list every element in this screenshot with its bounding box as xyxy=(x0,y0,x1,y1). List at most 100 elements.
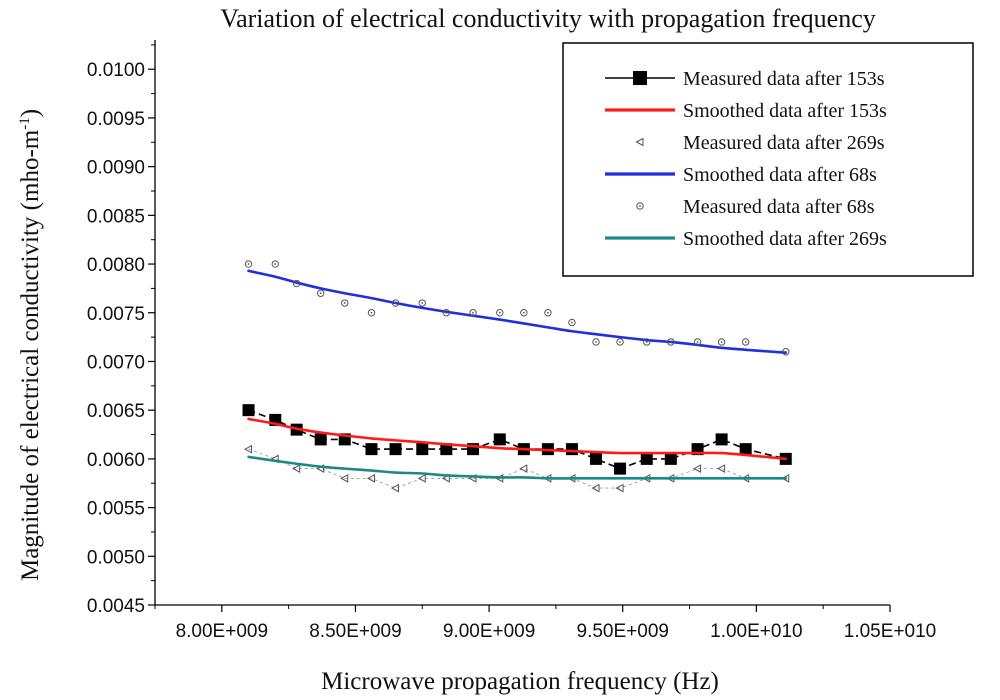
data-point xyxy=(292,279,301,288)
x-axis-label: Microwave propagation frequency (Hz) xyxy=(321,668,719,695)
marker-ring xyxy=(568,318,576,327)
marker-ring xyxy=(496,309,504,317)
axes: 0.0045 0.0050 0.0055 0.0060 0.0065 0.0070 0.00… xyxy=(87,40,936,642)
marker-ring xyxy=(520,309,528,317)
legend-label: Measured data after 153s xyxy=(683,68,885,90)
legend-swatch-marker xyxy=(633,71,647,85)
legend-label: Measured data after 68s xyxy=(683,196,875,218)
legend-label: Smoothed data after 153s xyxy=(683,100,887,122)
x-tick-label: 8.00E+009 xyxy=(176,621,268,642)
marker-ring xyxy=(244,260,253,268)
marker-dot xyxy=(319,292,322,295)
data-point xyxy=(616,338,624,346)
marker-dot xyxy=(744,341,747,343)
y-tick-label: 0.0050 xyxy=(87,547,145,568)
data-point xyxy=(341,299,349,307)
y-axis-label-tail: ) xyxy=(17,109,44,117)
legend-item: Smoothed data after 153s xyxy=(605,100,887,122)
marker-ring xyxy=(469,309,477,317)
data-point xyxy=(317,289,325,297)
y-tick-label: 0.0090 xyxy=(87,158,145,179)
y-axis-label-main: Magnitude of electrical conductivity (mh… xyxy=(17,129,44,581)
y-tick-label: 0.0065 xyxy=(87,401,145,422)
marker-ring xyxy=(341,299,349,307)
marker-ring xyxy=(317,289,325,297)
data-point xyxy=(590,452,602,465)
data-point xyxy=(615,483,624,493)
marker-ring xyxy=(442,309,451,317)
data-point xyxy=(591,483,600,493)
data-point xyxy=(592,338,600,346)
marker-dot xyxy=(571,321,573,324)
marker-ring xyxy=(544,309,552,317)
y-axis-label: Magnitude of electrical conductivity (mh… xyxy=(17,109,44,581)
y-tick-label: 0.0045 xyxy=(87,596,145,617)
marker-dot xyxy=(669,341,672,343)
marker-ring xyxy=(717,338,726,346)
legend: Measured data after 153s Smoothed data af… xyxy=(562,42,974,277)
marker-dot xyxy=(274,263,277,265)
series-4 xyxy=(247,269,788,354)
series-line xyxy=(248,409,786,470)
marker-dot xyxy=(421,302,424,304)
x-tick-label: 9.50E+009 xyxy=(577,621,669,642)
data-point xyxy=(664,452,677,465)
data-point xyxy=(693,338,702,346)
data-point xyxy=(640,452,653,465)
y-tick-label: 0.0055 xyxy=(87,499,145,520)
legend-swatch-marker xyxy=(636,202,644,210)
marker-ring xyxy=(292,279,301,288)
marker-dot xyxy=(720,341,723,343)
y-axis-label-exponent: -1 xyxy=(17,117,33,130)
y-tick-label: 0.0075 xyxy=(87,304,145,325)
data-point xyxy=(314,433,327,446)
marker-ring xyxy=(418,299,426,307)
marker-dot xyxy=(784,350,787,353)
data-point xyxy=(340,474,349,483)
data-point xyxy=(568,318,576,327)
data-series xyxy=(242,260,792,493)
data-point xyxy=(717,338,726,346)
marker-dot xyxy=(595,341,597,343)
data-point xyxy=(614,462,627,475)
series-line xyxy=(247,455,788,480)
marker-ring xyxy=(693,338,702,346)
data-point xyxy=(367,309,376,317)
data-point xyxy=(244,260,253,268)
legend-label: Smoothed data after 68s xyxy=(683,164,877,186)
series-line xyxy=(247,269,788,354)
marker-dot xyxy=(546,311,549,314)
legend-item: Measured data after 68s xyxy=(636,196,875,218)
data-point xyxy=(493,433,506,446)
legend-label: Measured data after 269s xyxy=(683,132,885,154)
marker-dot xyxy=(370,311,373,314)
marker-ring xyxy=(643,338,651,346)
y-tick-label: 0.0095 xyxy=(87,109,145,130)
marker-dot xyxy=(619,341,621,343)
data-point xyxy=(292,464,301,473)
data-point xyxy=(440,443,453,456)
series-line xyxy=(247,417,788,461)
x-tick-label: 8.50E+009 xyxy=(309,621,401,642)
marker-dot xyxy=(645,341,648,343)
data-point xyxy=(242,404,255,417)
data-point xyxy=(565,443,578,456)
marker-ring xyxy=(592,338,600,346)
data-point xyxy=(544,309,552,317)
marker-ring xyxy=(367,309,376,317)
x-tick-label: 1.05E+010 xyxy=(844,621,936,642)
data-point xyxy=(715,433,728,446)
y-tick-label: 0.0080 xyxy=(87,255,145,276)
data-point xyxy=(496,309,504,317)
data-point xyxy=(781,474,790,483)
data-point xyxy=(519,464,528,473)
marker-dot xyxy=(394,302,397,304)
legend-label: Smoothed data after 269s xyxy=(683,228,887,250)
legend-item: Smoothed data after 269s xyxy=(605,228,887,250)
y-tick-label: 0.0100 xyxy=(87,60,145,81)
data-point xyxy=(391,299,400,307)
data-point xyxy=(693,464,702,473)
data-point xyxy=(389,443,402,456)
data-point xyxy=(366,474,375,483)
marker-dot xyxy=(247,263,250,265)
